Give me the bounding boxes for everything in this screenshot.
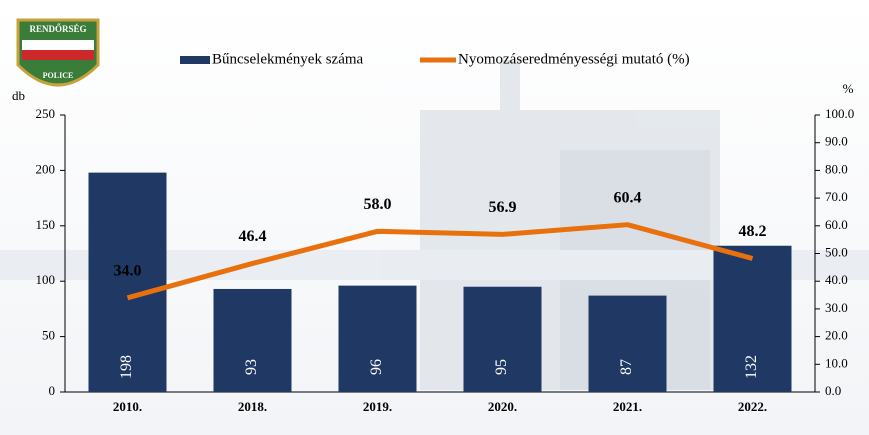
x-tick-label: 2018. <box>238 399 267 414</box>
line-value-label: 60.4 <box>614 189 642 206</box>
logo-top-text: RENDŐRSÉG <box>29 24 86 34</box>
y-tick-label: 100 <box>36 272 56 287</box>
y2-tick-label: 70.0 <box>825 189 848 204</box>
bar-value-label: 198 <box>118 355 135 379</box>
chart: RENDŐRSÉG POLICE db % 0 50 100 150 200 250 0.0… <box>0 0 869 435</box>
logo: RENDŐRSÉG POLICE <box>18 20 98 85</box>
y2-tick-label: 30.0 <box>825 300 848 315</box>
bar-value-label: 93 <box>243 359 260 375</box>
legend-label: Bűncselekmények száma <box>212 51 364 67</box>
x-tick-label: 2022. <box>738 399 767 414</box>
legend-swatch <box>180 56 210 64</box>
y2-tick-label: 80.0 <box>825 161 848 176</box>
legend-label: Nyomozáseredményességi mutató (%) <box>458 51 690 67</box>
bar-value-label: 95 <box>493 359 510 375</box>
y2-tick-label: 40.0 <box>825 272 848 287</box>
x-tick-label: 2019. <box>363 399 392 414</box>
bar-value-label: 132 <box>743 355 760 379</box>
bar <box>464 287 542 392</box>
bar <box>589 296 667 392</box>
x-tick-label: 2021. <box>613 399 642 414</box>
y-tick-label: 0 <box>49 383 56 398</box>
x-tick-label: 2010. <box>113 399 142 414</box>
y-tick-label: 150 <box>36 217 56 232</box>
y2-tick-label: 20.0 <box>825 328 848 343</box>
y2-tick-label: 50.0 <box>825 244 848 259</box>
y-tick-label: 50 <box>42 328 55 343</box>
y2-axis-label: % <box>843 81 854 96</box>
y2-tick-label: 100.0 <box>825 106 854 121</box>
y-axis-label: db <box>12 88 25 103</box>
line-value-label: 34.0 <box>114 262 142 279</box>
x-tick-label: 2020. <box>488 399 517 414</box>
bar-value-label: 96 <box>368 359 385 375</box>
line-value-label: 46.4 <box>239 228 267 245</box>
y2-tick-label: 60.0 <box>825 217 848 232</box>
y2-tick-label: 90.0 <box>825 134 848 149</box>
y-tick-label: 200 <box>36 161 56 176</box>
bar-value-label: 87 <box>618 359 635 375</box>
y2-tick-label: 10.0 <box>825 355 848 370</box>
bar <box>214 289 292 392</box>
line-value-label: 58.0 <box>364 196 392 213</box>
y-tick-label: 250 <box>36 106 56 121</box>
line-value-label: 48.2 <box>739 223 767 240</box>
logo-bottom-text: POLICE <box>43 71 74 80</box>
bar <box>339 286 417 392</box>
line-value-label: 56.9 <box>489 199 517 216</box>
y2-tick-label: 0.0 <box>825 383 841 398</box>
